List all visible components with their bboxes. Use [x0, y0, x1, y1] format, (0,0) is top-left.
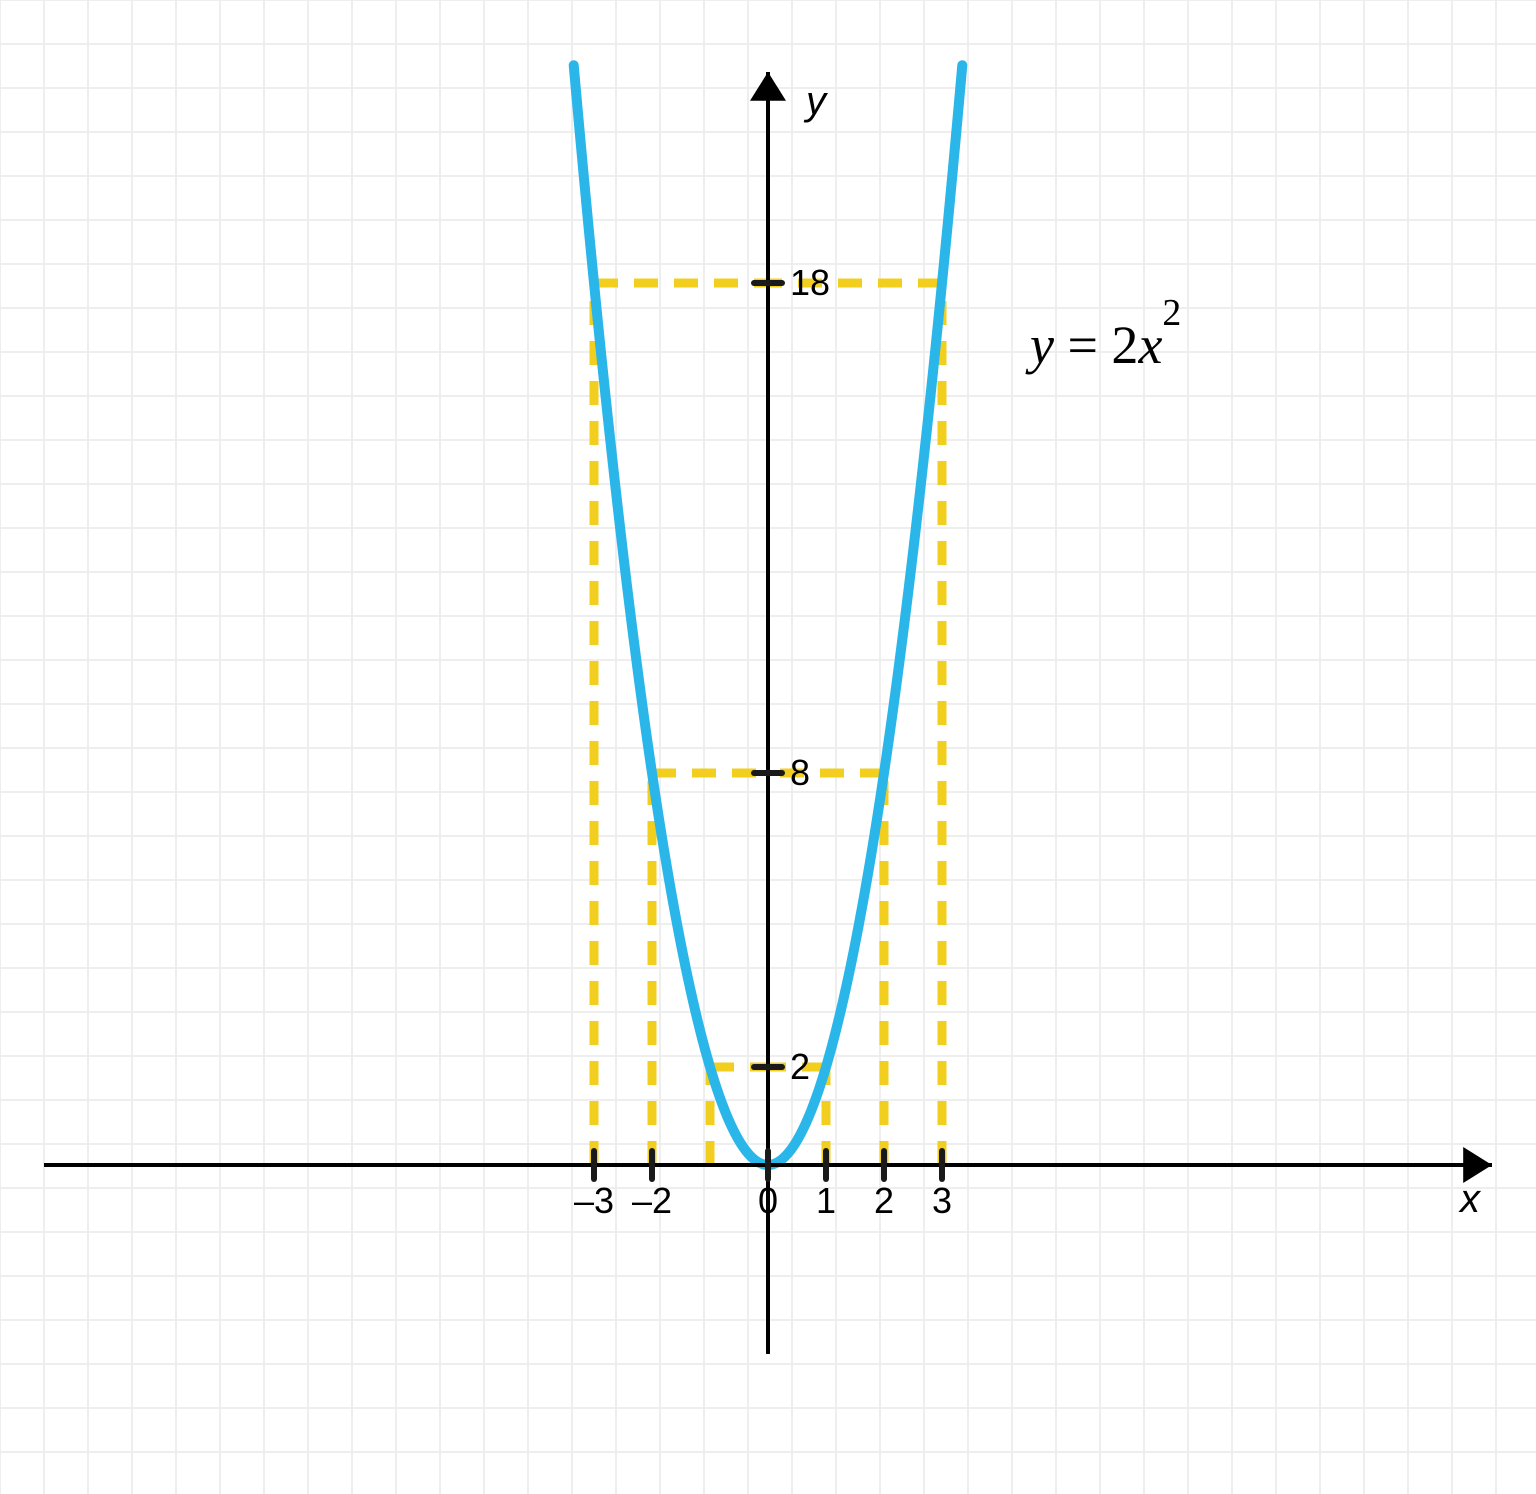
x-axis-label: x	[1458, 1177, 1482, 1221]
x-tick-label: –3	[574, 1180, 614, 1221]
equation-label: y = 2x2	[1030, 310, 1181, 376]
x-tick-label: 0	[758, 1180, 778, 1221]
y-tick-label: 18	[790, 262, 830, 303]
equation-y: y	[1030, 315, 1054, 375]
equation-x: x	[1138, 315, 1162, 375]
x-tick-label: 1	[816, 1180, 836, 1221]
y-tick-label: 8	[790, 752, 810, 793]
equation-exp: 2	[1162, 292, 1181, 334]
x-tick-label: 3	[932, 1180, 952, 1221]
x-tick-label: 2	[874, 1180, 894, 1221]
y-axis-label: y	[803, 79, 829, 123]
equation-eq: = 2	[1054, 315, 1138, 375]
function-chart: –3–201232818xy	[0, 0, 1536, 1494]
y-tick-label: 2	[790, 1046, 810, 1087]
x-tick-label: –2	[632, 1180, 672, 1221]
